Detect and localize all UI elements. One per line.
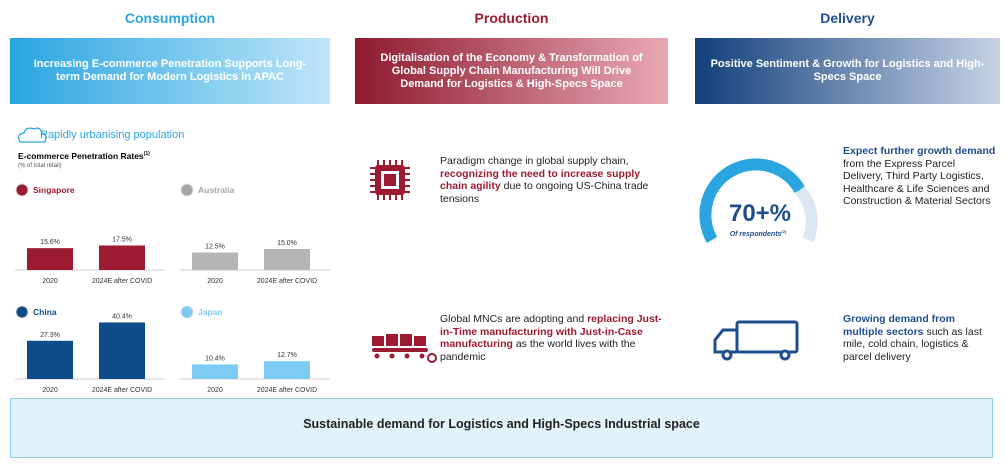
bar bbox=[264, 249, 310, 270]
bar bbox=[192, 364, 238, 379]
banner: Positive Sentiment & Growth for Logistic… bbox=[695, 38, 1000, 104]
flag bbox=[180, 305, 194, 319]
text-segment: due to ongoing US-China trade tensions bbox=[440, 180, 649, 205]
banner: Digitalisation of the Economy & Transfor… bbox=[355, 38, 668, 104]
value-label: 12.7% bbox=[277, 352, 297, 359]
chart-note: (% of total retail) bbox=[18, 163, 62, 169]
category-label: 2020 bbox=[207, 387, 223, 394]
text-segment: such as last mile, cold chain, logistics… bbox=[843, 325, 982, 363]
text-segment: as the world lives with the pandemic bbox=[440, 338, 636, 363]
gauge-track bbox=[795, 186, 818, 243]
category-label: 2020 bbox=[207, 278, 223, 285]
bar bbox=[264, 361, 310, 379]
stat: 70+% bbox=[729, 200, 791, 227]
column-heading: Delivery bbox=[820, 10, 875, 26]
chart-name: Australia bbox=[198, 185, 235, 195]
text-segment: Expect further growth demand bbox=[843, 145, 996, 157]
bar bbox=[27, 340, 73, 379]
production-item: Global MNCs are adopting and replacing J… bbox=[440, 313, 670, 363]
chart-title: E-commerce Penetration Rates(1) bbox=[18, 151, 150, 161]
flag bbox=[15, 183, 29, 197]
value-label: 12.5% bbox=[205, 244, 225, 251]
text-segment: Global MNCs are adopting and bbox=[440, 313, 588, 325]
delivery-item: Expect further growth demand from the Ex… bbox=[843, 145, 998, 208]
bar bbox=[99, 245, 145, 270]
bar bbox=[27, 248, 73, 270]
category-label: 2024E after COVID bbox=[92, 278, 152, 285]
column-heading: Consumption bbox=[124, 10, 216, 26]
value-label: 27.3% bbox=[40, 332, 60, 339]
gauge-arc bbox=[699, 158, 806, 243]
category-label: 2024E after COVID bbox=[92, 387, 152, 394]
category-label: 2024E after COVID bbox=[257, 387, 317, 394]
value-label: 10.4% bbox=[205, 355, 225, 362]
conveyor-icon bbox=[372, 334, 437, 363]
column-heading: Production bbox=[474, 10, 549, 26]
text-segment: recognizing the need to increase supply … bbox=[440, 167, 641, 193]
footnote-ref: (2) bbox=[781, 229, 787, 234]
text-segment: Growing demand from multiple sectors bbox=[843, 313, 956, 338]
production-item: Paradigm change in global supply chain, … bbox=[440, 155, 670, 205]
bar bbox=[99, 322, 145, 379]
stat-note: Of respondents(2) bbox=[730, 229, 787, 238]
category-label: 2020 bbox=[42, 387, 58, 394]
value-label: 15.0% bbox=[277, 240, 297, 247]
chart-title-text: E-commerce Penetration Rates bbox=[18, 151, 144, 161]
flag bbox=[180, 183, 194, 197]
cloud-icon bbox=[18, 127, 47, 143]
delivery-item: Growing demand from multiple sectors suc… bbox=[843, 313, 993, 363]
stat-note-text: Of respondents bbox=[730, 231, 782, 238]
flag bbox=[15, 305, 29, 319]
chart-name: China bbox=[33, 307, 57, 317]
chart-name: Japan bbox=[198, 307, 223, 317]
text-segment: replacing Just-in-Time manufacturing wit… bbox=[440, 313, 662, 350]
banner: Increasing E-commerce Penetration Suppor… bbox=[10, 38, 330, 104]
text-segment: Paradigm change in global supply chain, bbox=[440, 155, 629, 167]
chart-name: Singapore bbox=[33, 185, 75, 195]
category-label: 2020 bbox=[42, 278, 58, 285]
value-label: 17.5% bbox=[112, 237, 132, 244]
footnote-ref: (1) bbox=[143, 151, 150, 158]
subtitle: Rapidly urbanising population bbox=[40, 129, 185, 141]
bar bbox=[192, 252, 238, 270]
footer: Sustainable demand for Logistics and Hig… bbox=[10, 398, 993, 458]
category-label: 2024E after COVID bbox=[257, 278, 317, 285]
chip-icon bbox=[370, 160, 410, 200]
truck-icon bbox=[713, 320, 799, 361]
value-label: 40.4% bbox=[112, 313, 132, 320]
value-label: 15.6% bbox=[40, 239, 60, 246]
text-segment: from the Express Parcel Delivery, Third … bbox=[843, 157, 991, 208]
